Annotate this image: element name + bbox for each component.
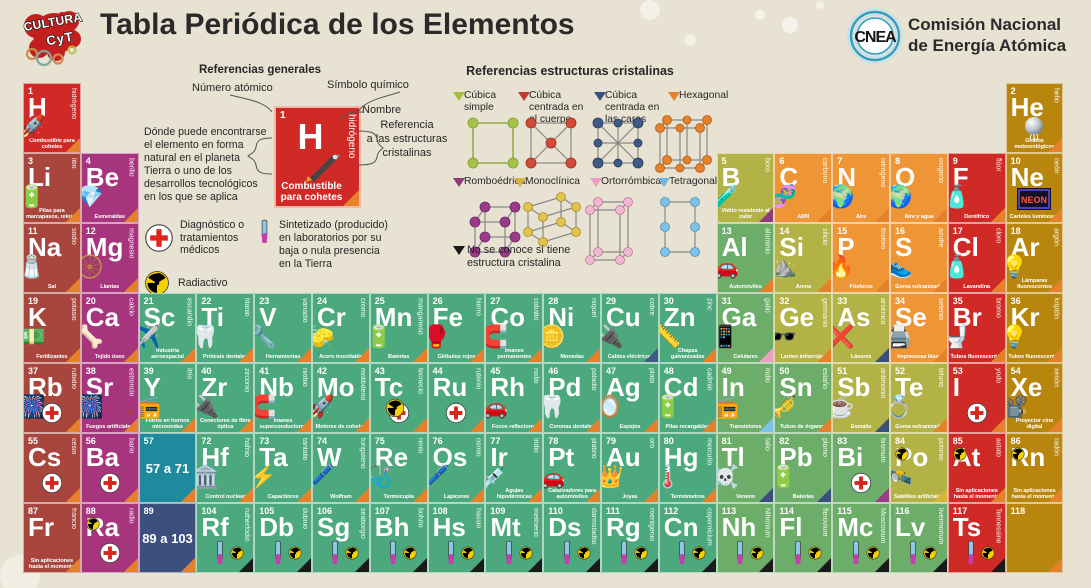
svg-text:NEON: NEON [1021,195,1047,205]
